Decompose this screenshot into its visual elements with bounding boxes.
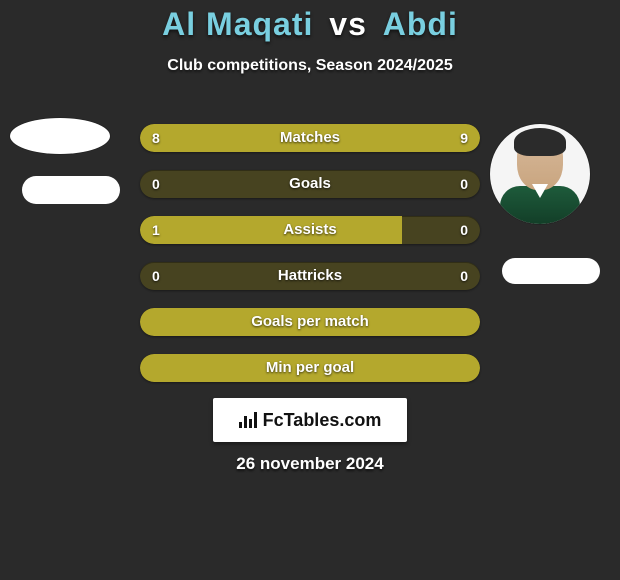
- title-player1: Al Maqati: [162, 6, 313, 43]
- stat-value-right: 0: [460, 262, 468, 290]
- avatar-hair-icon: [514, 128, 566, 156]
- stat-row-goals: 0 Goals 0: [140, 170, 480, 198]
- stat-label: Matches: [140, 124, 480, 152]
- bar-icon: [254, 412, 257, 428]
- stat-row-matches: 8 Matches 9: [140, 124, 480, 152]
- avatar-player1: [10, 118, 110, 154]
- title-vs: vs: [329, 6, 367, 43]
- source-badge-text: FcTables.com: [263, 410, 382, 431]
- bar-icon: [244, 416, 247, 428]
- subtitle: Club competitions, Season 2024/2025: [0, 57, 620, 75]
- stat-label: Min per goal: [140, 354, 480, 382]
- stat-value-right: 0: [460, 170, 468, 198]
- avatar-player1-name-pill: [22, 176, 120, 204]
- title-player2: Abdi: [383, 6, 458, 43]
- bar-icon: [239, 422, 242, 428]
- stat-row-goals-per-match: Goals per match: [140, 308, 480, 336]
- stat-value-right: 9: [460, 124, 468, 152]
- stat-row-hattricks: 0 Hattricks 0: [140, 262, 480, 290]
- stat-label: Assists: [140, 216, 480, 244]
- source-badge-logo-icon: [239, 412, 257, 428]
- avatar-player2: [490, 124, 590, 224]
- stat-label: Goals per match: [140, 308, 480, 336]
- comparison-infographic: Al Maqati vs Abdi Club competitions, Sea…: [0, 0, 620, 580]
- stats-block: 8 Matches 9 0 Goals 0 1 Assists 0 0 Hatt…: [140, 124, 480, 400]
- avatar-player2-name-pill: [502, 258, 600, 284]
- date-line: 26 november 2024: [0, 454, 620, 474]
- stat-row-min-per-goal: Min per goal: [140, 354, 480, 382]
- source-badge: FcTables.com: [213, 398, 407, 442]
- stat-label: Hattricks: [140, 262, 480, 290]
- stat-row-assists: 1 Assists 0: [140, 216, 480, 244]
- stat-value-right: 0: [460, 216, 468, 244]
- stat-label: Goals: [140, 170, 480, 198]
- page-title: Al Maqati vs Abdi: [0, 0, 620, 43]
- bar-icon: [249, 419, 252, 428]
